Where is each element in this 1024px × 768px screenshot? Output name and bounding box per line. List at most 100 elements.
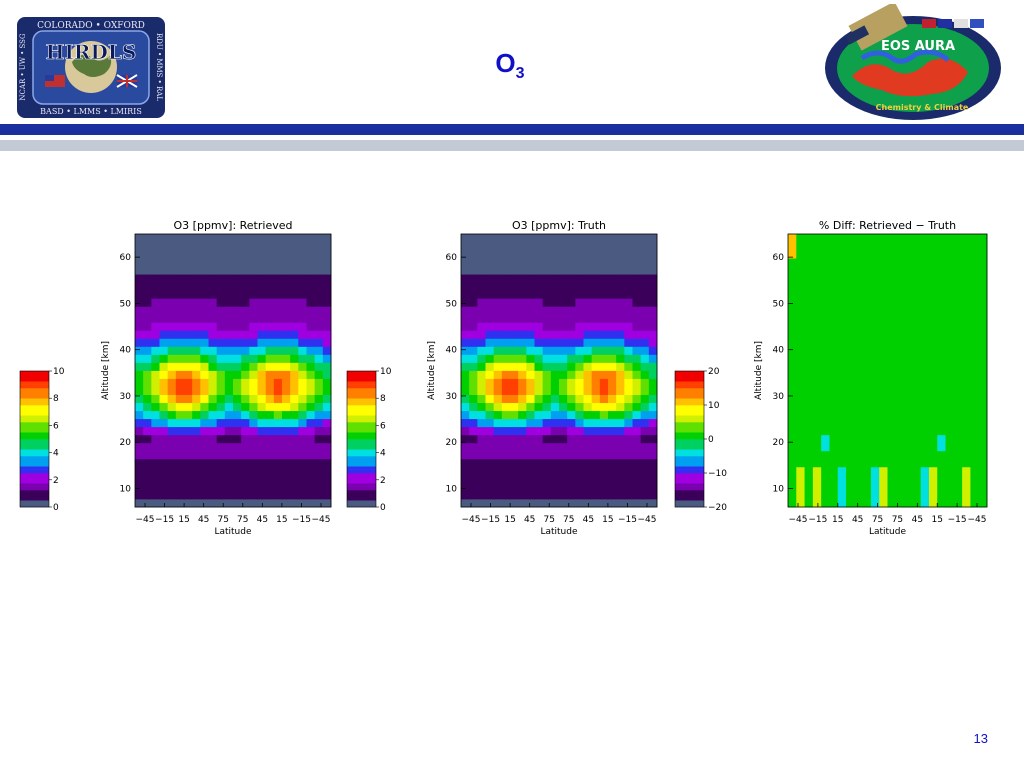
heatmap-cell [812,258,822,267]
heatmap-cell [796,490,805,500]
heatmap-cell [624,474,633,484]
heatmap-cell [854,274,864,283]
heatmap-cell [575,242,584,251]
heatmap-cell [978,418,988,428]
colorbar-tick-label: 4 [53,449,59,459]
heatmap-cell [282,434,291,444]
heatmap-cell [175,386,185,395]
heatmap-cell [648,346,658,355]
colorbar-swatch [675,435,704,440]
heatmap-cell [591,258,601,267]
heatmap-cell [895,378,905,387]
heatmap-cell [192,362,201,371]
heatmap-cell [208,346,218,355]
heatmap-cell [978,298,988,307]
heatmap-cell [290,466,299,476]
heatmap-cell [241,442,250,452]
heatmap-cell [796,346,805,355]
heatmap-cell [862,482,872,492]
heatmap-cell [273,466,283,476]
heatmap-cell [879,258,888,267]
heatmap-cell [265,498,275,508]
heatmap-cell [648,466,658,476]
heatmap-cell [632,482,642,492]
heatmap-cell [937,498,946,508]
colorbar-swatch [20,486,49,491]
heatmap-cell [895,474,905,484]
heatmap-cell [143,386,152,395]
heatmap-cell [624,394,633,404]
heatmap-cell [846,274,855,283]
heatmap-cell [953,442,963,452]
x-axis-label: Latitude [869,527,907,537]
heatmap-cell [175,258,185,267]
heatmap-cell [837,242,847,251]
heatmap-cell [542,442,552,452]
heatmap-cell [812,402,822,412]
heatmap-cell [477,434,486,444]
heatmap-cell [640,442,650,452]
colorbar-swatch [347,452,376,457]
heatmap-cell [192,346,201,355]
heatmap-cell [821,258,830,267]
heatmap-cell [526,274,535,283]
heatmap-cell [143,402,152,412]
heatmap-cell [493,418,503,428]
heatmap-cell [510,442,519,452]
heatmap-cell [624,450,633,460]
heatmap-cell [257,410,267,420]
heatmap-cell [224,434,234,444]
heatmap-cell [616,490,625,500]
heatmap-cell [273,498,283,508]
colorbar-swatch [347,411,376,416]
heatmap-cell [290,234,299,243]
heatmap-cell [510,458,519,468]
heatmap-cell [216,314,226,323]
heatmap-cell [501,274,511,283]
heatmap-cell [143,370,152,379]
heatmap-cell [257,306,267,315]
heatmap-cell [322,330,332,339]
heatmap-cell [812,282,822,291]
heatmap-cell [184,338,193,347]
heatmap-cell [788,234,797,243]
heatmap-cell [501,346,511,355]
heatmap-cell [290,370,299,379]
heatmap-cell [804,418,814,428]
heatmap-cell [575,258,584,267]
heatmap-cell [208,354,218,363]
heatmap-cell [469,314,478,323]
heatmap-cell [846,386,855,395]
heatmap-cell [534,458,544,468]
heatmap-cell [216,362,226,371]
heatmap-cell [846,306,855,315]
heatmap-cell [314,386,324,395]
heatmap-cell [550,290,560,299]
heatmap-cell [970,386,980,395]
heatmap-cell [862,314,872,323]
heatmap-cell [493,354,503,363]
heatmap-cell [912,474,922,484]
heatmap-cell [526,258,535,267]
heatmap-cell [559,242,568,251]
colorbar-swatch [20,405,49,409]
heatmap-cell [233,234,242,243]
heatmap-cell [559,346,568,355]
heatmap-cell [469,362,478,371]
heatmap-cell [567,274,576,283]
heatmap-cell [175,330,185,339]
heatmap-cell [224,402,234,412]
heatmap-cell [518,498,527,508]
svg-text:NCAR • UW • SSG: NCAR • UW • SSG [19,33,27,101]
heatmap-cell [135,298,144,307]
heatmap-cell [945,258,955,267]
heatmap-cell [904,370,913,379]
heatmap-cell [804,362,814,371]
heatmap-cell [608,402,617,412]
heatmap-cell [282,370,291,379]
heatmap-cell [895,266,905,275]
heatmap-cell [167,442,177,452]
heatmap-cell [945,362,955,371]
heatmap-cell [978,346,988,355]
heatmap-cell [322,458,332,468]
